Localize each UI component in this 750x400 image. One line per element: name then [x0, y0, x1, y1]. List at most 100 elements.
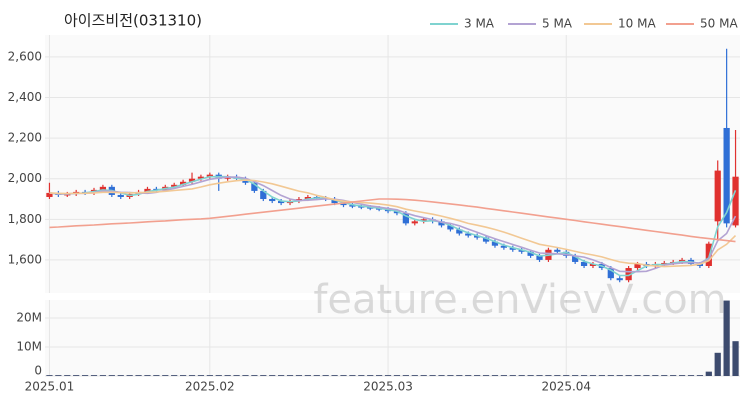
candle-body	[304, 196, 311, 200]
volume-bar	[349, 375, 356, 376]
volume-bar	[491, 375, 499, 376]
candle-body	[500, 245, 507, 248]
candle-body	[46, 192, 53, 197]
volume-bar	[678, 375, 686, 376]
candle-body	[171, 184, 178, 187]
volume-bar	[90, 375, 98, 376]
candle-body	[411, 221, 418, 224]
candle-body	[527, 251, 534, 256]
volume-bar	[269, 375, 276, 376]
candle-body	[251, 182, 258, 191]
candle-body	[340, 203, 347, 206]
volume-bar	[358, 375, 365, 376]
volume-bar	[545, 375, 552, 376]
volume-bar	[670, 375, 677, 376]
volume-bar	[331, 375, 338, 376]
candle-body	[197, 176, 205, 179]
y-tick-label: 20M	[16, 310, 42, 324]
candle-body	[482, 237, 490, 242]
candle-body	[278, 201, 285, 204]
volume-panel	[45, 300, 740, 376]
candle-body	[447, 225, 454, 230]
volume-bar	[687, 375, 695, 376]
volume-bar	[527, 375, 534, 376]
legend-label: 50 MA	[700, 17, 738, 31]
candle-body	[518, 249, 525, 252]
y-tick-label: 1,600	[8, 252, 42, 266]
candle-body	[491, 241, 499, 246]
volume-bar	[224, 375, 231, 376]
candle-body	[634, 263, 641, 269]
candle-body	[509, 247, 516, 250]
volume-bar	[304, 375, 311, 376]
volume-bar	[625, 375, 632, 376]
candle-body	[714, 170, 721, 222]
volume-bar	[295, 375, 303, 376]
volume-bar	[616, 375, 623, 376]
chart-title: 아이즈비전(031310)	[64, 12, 202, 30]
volume-bar	[714, 352, 721, 376]
ma-line	[49, 175, 737, 277]
volume-bar	[322, 375, 329, 376]
y-tick-label: 2,200	[8, 131, 42, 145]
ma-line	[49, 179, 737, 268]
volume-bar	[260, 375, 267, 376]
legend-label: 3 MA	[464, 17, 495, 31]
volume-bar	[393, 375, 401, 376]
volume-bar	[242, 375, 249, 376]
candle-body	[465, 233, 472, 236]
candle-body	[438, 221, 445, 226]
volume-bar	[73, 375, 80, 376]
volume-bar	[732, 341, 739, 376]
volume-bar	[117, 375, 124, 376]
candle-body	[607, 268, 614, 279]
volume-bar	[723, 300, 730, 376]
y-tick-label: 10M	[16, 339, 42, 353]
volume-bar	[376, 375, 383, 376]
price-panel	[45, 35, 740, 293]
volume-bar	[64, 375, 71, 376]
candle-body	[456, 229, 463, 234]
volume-bar	[384, 375, 392, 376]
volume-bar	[99, 375, 107, 376]
volume-bar	[456, 375, 463, 376]
volume-bar	[652, 375, 659, 376]
candle-body	[536, 255, 543, 260]
volume-bar	[153, 375, 160, 376]
volume-bar	[206, 375, 213, 376]
volume-bar	[126, 375, 133, 376]
volume-bar	[340, 375, 347, 376]
volume-bar	[438, 375, 445, 376]
candle-body	[206, 174, 213, 177]
volume-bar	[643, 375, 650, 376]
candle-body	[723, 127, 730, 224]
volume-bar	[607, 375, 614, 376]
watermark: feature.enVievV.com	[313, 277, 726, 323]
volume-bar	[411, 375, 418, 376]
volume-bar	[251, 375, 258, 376]
volume-bar	[55, 375, 62, 376]
candle-body	[402, 213, 409, 224]
y-tick-label: 2,600	[8, 49, 42, 63]
volume-bar	[188, 375, 196, 376]
volume-bar	[696, 375, 704, 376]
x-tick-label: 2025.02	[185, 380, 235, 394]
y-tick-label: 1,800	[8, 212, 42, 226]
volume-bar	[482, 375, 490, 376]
candle-body	[625, 268, 632, 281]
volume-bar	[367, 375, 374, 376]
volume-bar	[705, 371, 712, 376]
candle-body	[144, 188, 151, 192]
candle-body	[554, 249, 561, 252]
x-tick-label: 2025.04	[541, 380, 591, 394]
volume-bar	[313, 375, 320, 376]
volume-bar	[215, 375, 222, 376]
candle-body	[393, 211, 401, 214]
volume-bar	[447, 375, 454, 376]
volume-bar	[429, 375, 436, 376]
legend-label: 5 MA	[542, 17, 573, 31]
volume-bar	[179, 375, 187, 376]
candle-body	[420, 219, 427, 222]
volume-bar	[233, 375, 240, 376]
volume-bar	[518, 375, 525, 376]
